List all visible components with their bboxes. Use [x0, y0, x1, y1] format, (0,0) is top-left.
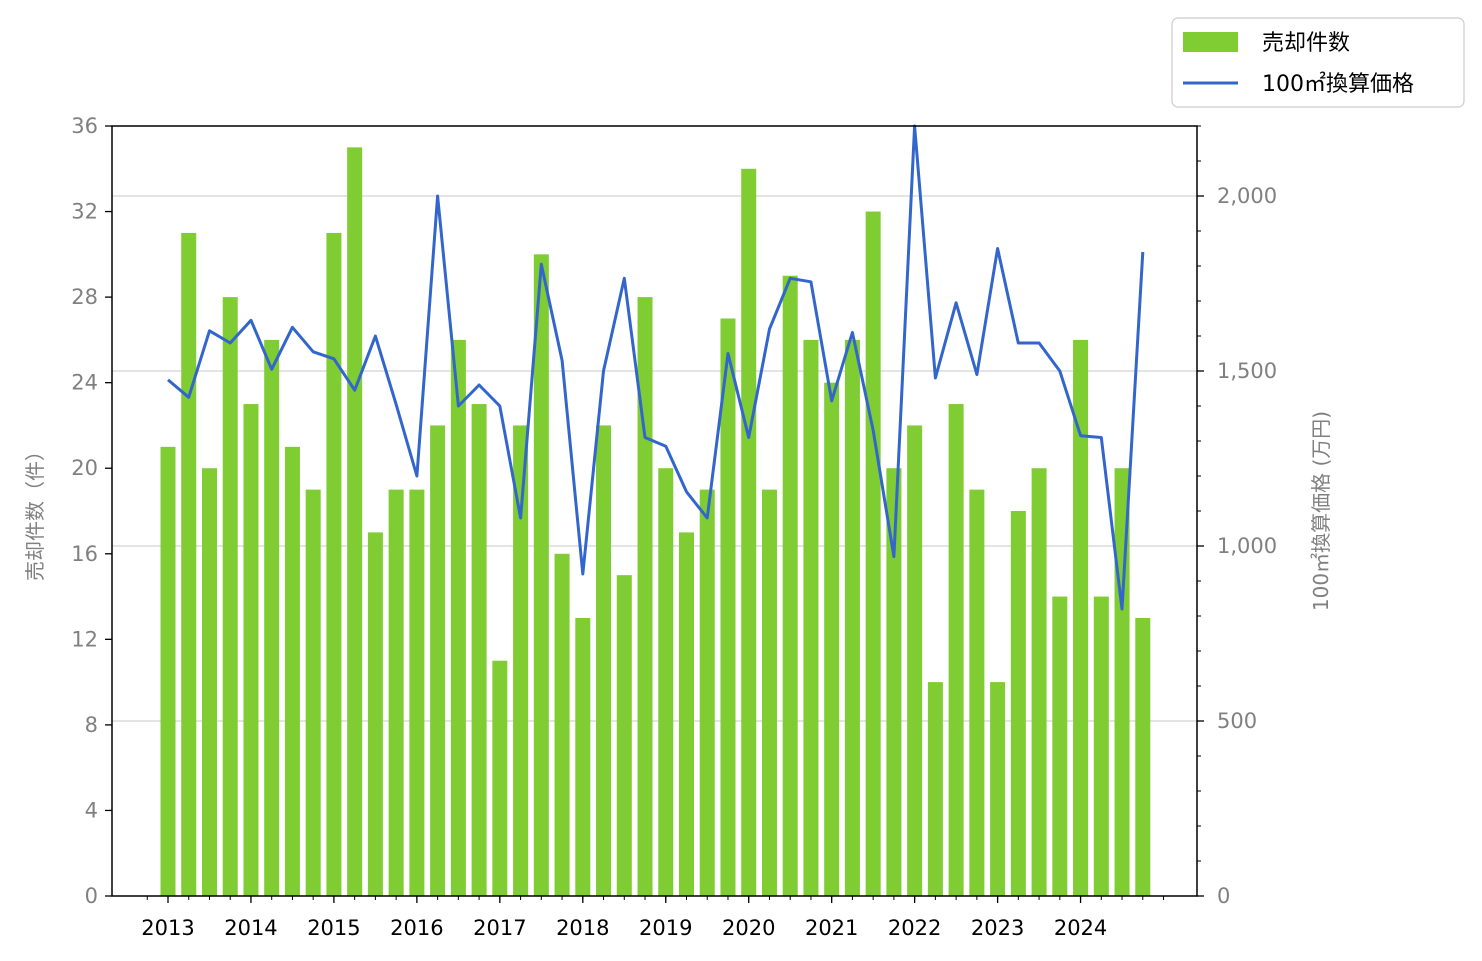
bar-44: [1073, 339, 1089, 896]
left-tick-label-3: 12: [71, 627, 98, 651]
bar-7: [305, 489, 321, 896]
bar-12: [409, 489, 425, 896]
left-tick-label-4: 16: [71, 542, 98, 566]
bar-33: [844, 339, 860, 896]
left-tick-label-2: 8: [85, 713, 98, 737]
left-y-axis: 0 4 8 12 16 20 24 28 32 36: [71, 114, 112, 908]
bar-42: [1031, 468, 1047, 896]
x-tick-label-8: 2021: [805, 916, 858, 940]
bar-9: [347, 147, 363, 896]
bar-24: [658, 468, 674, 896]
bar-6: [284, 446, 300, 896]
bar-29: [761, 489, 777, 896]
bar-40: [990, 682, 1006, 896]
bar-8: [326, 232, 342, 896]
x-axis: 2013 2014 2015 2016 2017 2018 2019 2020 2021 2022…: [141, 896, 1165, 940]
bar-18: [533, 254, 549, 897]
legend-label-bar: 売却件数: [1262, 31, 1350, 56]
bar-30: [782, 275, 798, 896]
bar-25: [679, 532, 694, 896]
right-tick-label-0: 0: [1217, 884, 1230, 908]
x-tick-label-3: 2016: [390, 916, 443, 940]
bar-32: [824, 382, 840, 897]
x-tick-label-2: 2015: [307, 916, 360, 940]
bar-0: [160, 446, 176, 896]
bar-41: [1010, 511, 1026, 896]
bar-10: [367, 532, 383, 896]
legend: 売却件数 100㎡換算価格: [1171, 17, 1465, 108]
right-tick-label-4: 2,000: [1217, 184, 1277, 208]
bar-27: [720, 318, 736, 896]
bar-19: [554, 553, 570, 896]
bar-20: [575, 617, 591, 896]
bar-1: [181, 232, 197, 896]
x-tick-label-0: 2013: [141, 916, 194, 940]
bar-series: [160, 147, 1151, 897]
x-tick-label-11: 2024: [1054, 916, 1107, 940]
x-tick-label-4: 2017: [473, 916, 526, 940]
bar-34: [865, 211, 881, 897]
left-tick-label-7: 28: [71, 285, 98, 309]
bar-38: [948, 404, 964, 896]
right-y-axis: 0 500 1,000 1,500 2,000: [1197, 125, 1277, 908]
bar-22: [616, 575, 632, 896]
left-axis-label: 売却件数（件）: [23, 441, 47, 581]
bar-47: [1135, 617, 1151, 896]
bar-26: [699, 489, 715, 896]
right-tick-label-1: 500: [1217, 709, 1257, 733]
bar-21: [596, 425, 612, 896]
bar-45: [1093, 596, 1109, 896]
right-axis-label: 100㎡換算価格 (万円): [1309, 411, 1333, 611]
bar-17: [513, 425, 529, 896]
bar-37: [927, 682, 943, 896]
bar-2: [201, 468, 217, 896]
bar-15: [471, 404, 487, 896]
x-tick-label-7: 2020: [722, 916, 775, 940]
bar-36: [907, 425, 923, 896]
right-tick-label-3: 1,500: [1217, 359, 1277, 383]
price-line: [167, 124, 1145, 611]
bar-28: [741, 168, 757, 896]
bar-4: [243, 404, 259, 896]
line-series: [167, 124, 1145, 611]
left-tick-label-8: 32: [71, 200, 98, 224]
bar-31: [803, 339, 819, 896]
left-tick-label-5: 20: [71, 456, 98, 480]
bar-16: [492, 660, 508, 896]
bar-5: [264, 339, 280, 896]
bar-13: [430, 425, 446, 896]
right-tick-label-2: 1,000: [1217, 534, 1277, 558]
bar-39: [969, 489, 985, 896]
bar-14: [450, 339, 466, 896]
x-tick-label-10: 2023: [971, 916, 1024, 940]
x-tick-label-5: 2018: [556, 916, 609, 940]
x-tick-label-1: 2014: [224, 916, 277, 940]
bar-11: [388, 489, 404, 896]
bar-23: [637, 297, 653, 897]
x-tick-label-6: 2019: [639, 916, 692, 940]
left-tick-label-6: 24: [71, 371, 98, 395]
bar-3: [222, 297, 238, 897]
legend-swatch-bar: [1183, 32, 1238, 52]
legend-label-line: 100㎡換算価格: [1262, 71, 1414, 97]
bar-35: [886, 468, 902, 896]
left-tick-label-1: 4: [85, 798, 98, 822]
bar-43: [1052, 596, 1068, 896]
left-tick-label-0: 0: [85, 884, 98, 908]
legend-box: [1171, 17, 1465, 108]
left-tick-label-9: 36: [71, 114, 98, 138]
x-tick-label-9: 2022: [888, 916, 941, 940]
